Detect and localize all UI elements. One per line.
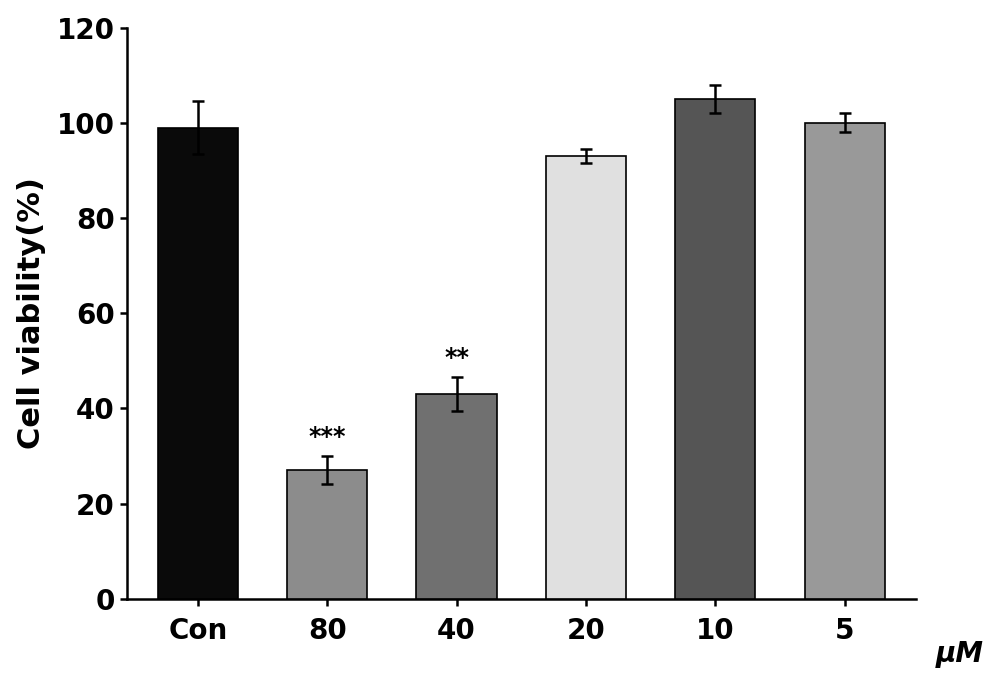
Bar <box>805 123 885 598</box>
Text: μM: μM <box>935 640 983 668</box>
Bar <box>158 128 238 598</box>
Bar <box>287 470 367 598</box>
Bar <box>416 394 497 598</box>
Text: **: ** <box>444 346 469 370</box>
Text: ***: *** <box>308 425 346 449</box>
Y-axis label: Cell viability(%): Cell viability(%) <box>17 178 46 449</box>
Bar <box>546 156 626 598</box>
Bar <box>675 99 755 598</box>
